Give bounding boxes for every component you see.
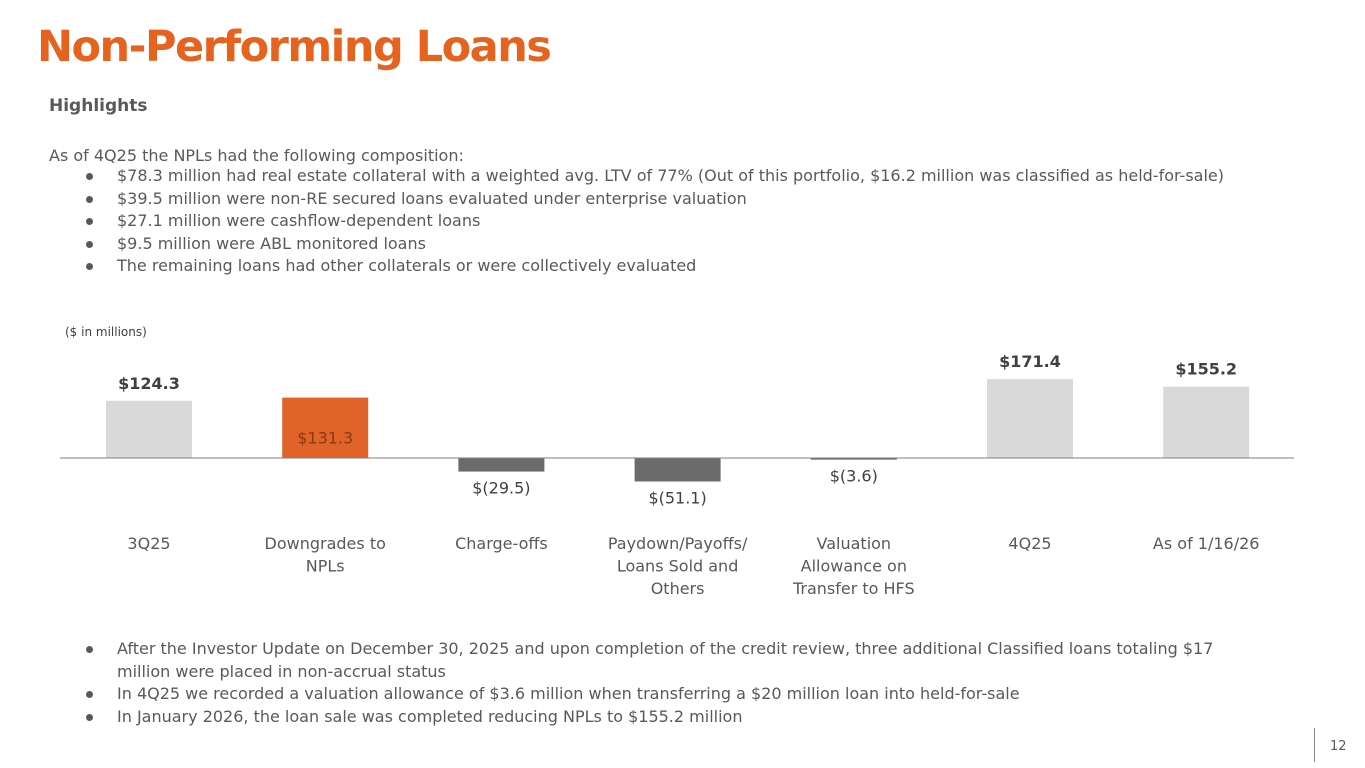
- composition-bullet-list: $78.3 million had real estate collateral…: [80, 165, 1280, 278]
- composition-intro: As of 4Q25 the NPLs had the following co…: [49, 146, 464, 165]
- category-label-1: 3Q25: [127, 534, 170, 553]
- note-bullet: In January 2026, the loan sale was compl…: [80, 706, 1260, 729]
- bars-layer: [106, 379, 1250, 482]
- value-label-7: $155.2: [1175, 360, 1237, 379]
- category-label-7: As of 1/16/26: [1153, 534, 1260, 553]
- value-label-6: $171.4: [999, 352, 1061, 371]
- chart-canvas: ($ in millions) $124.3 $131.3 $(29.5) $(51.…: [60, 325, 1294, 598]
- bar-1: [106, 400, 192, 458]
- note-bullet: In 4Q25 we recorded a valuation allowanc…: [80, 683, 1260, 706]
- category-label-6: 4Q25: [1008, 534, 1051, 553]
- value-label-2: $131.3: [297, 429, 353, 448]
- highlights-heading: Highlights: [49, 96, 148, 116]
- note-bullet: After the Investor Update on December 30…: [80, 638, 1260, 683]
- value-label-3: $(29.5): [472, 479, 530, 498]
- bar-6: [987, 379, 1073, 458]
- category-label-2: Downgrades to NPLs: [265, 534, 386, 576]
- composition-bullet: The remaining loans had other collateral…: [80, 255, 1280, 278]
- value-labels-layer: $124.3 $131.3 $(29.5) $(51.1) $(3.6) $171.4 $1…: [118, 352, 1237, 507]
- page-title: Non-Performing Loans: [37, 22, 552, 72]
- composition-bullet: $78.3 million had real estate collateral…: [80, 165, 1280, 188]
- composition-bullet: $27.1 million were cashflow-dependent lo…: [80, 210, 1280, 233]
- composition-bullet: $9.5 million were ABL monitored loans: [80, 233, 1280, 256]
- value-label-1: $124.3: [118, 374, 180, 393]
- category-label-5: Valuation Allowance on Transfer to HFS: [792, 534, 915, 598]
- bar-5: [810, 458, 897, 460]
- unit-note: ($ in millions): [65, 325, 147, 339]
- npl-waterfall-chart: ($ in millions) $124.3 $131.3 $(29.5) $(51.…: [0, 310, 1365, 610]
- page-number: 12: [1314, 728, 1347, 762]
- bar-3: [458, 458, 545, 472]
- bar-2: [282, 397, 369, 458]
- bar-7: [1163, 386, 1250, 458]
- category-label-3: Charge-offs: [455, 534, 548, 553]
- notes-bullet-list: After the Investor Update on December 30…: [80, 638, 1260, 728]
- bar-4: [634, 458, 721, 482]
- value-label-5: $(3.6): [830, 467, 878, 486]
- composition-bullet: $39.5 million were non-RE secured loans …: [80, 188, 1280, 211]
- value-label-4: $(51.1): [648, 489, 706, 508]
- category-labels-layer: 3Q25 Downgrades to NPLs Charge-offs Paydown/…: [127, 534, 1259, 598]
- category-label-4: Paydown/Payoffs/Loans Sold and Others: [608, 534, 748, 598]
